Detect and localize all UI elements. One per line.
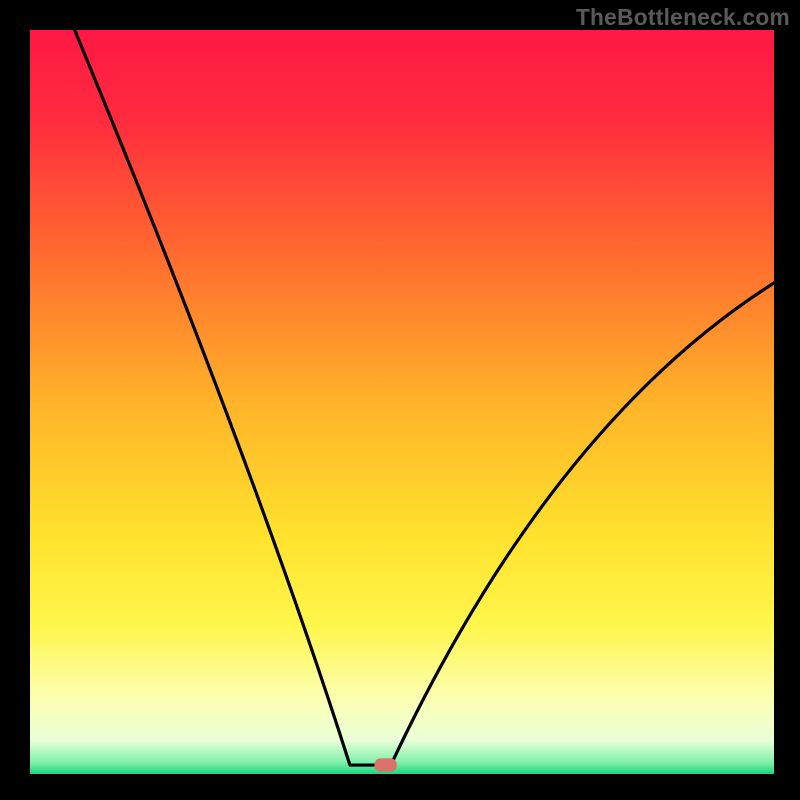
bottleneck-curve-chart (0, 0, 800, 800)
optimal-point-marker (374, 758, 396, 771)
plot-background (30, 30, 774, 774)
